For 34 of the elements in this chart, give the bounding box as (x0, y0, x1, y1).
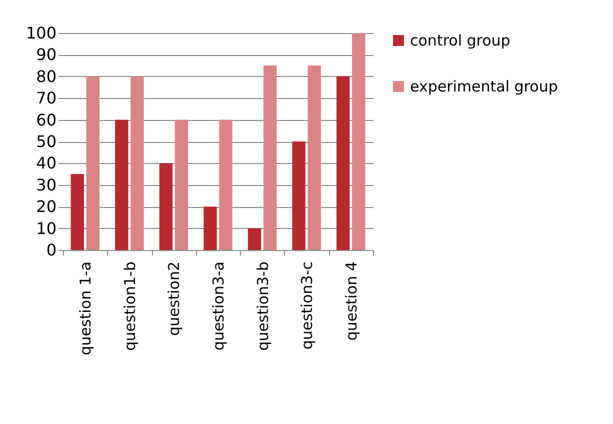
y-tick-label: 60 (36, 110, 56, 130)
bar (308, 66, 321, 250)
bar (248, 228, 262, 250)
y-tick-label: 90 (36, 45, 56, 64)
bar (174, 120, 188, 250)
y-tick-label: 30 (36, 175, 56, 194)
legend-label: control group (410, 32, 510, 50)
y-tick-label: 70 (36, 88, 56, 108)
bar (263, 66, 277, 250)
y-tick-label: 10 (36, 218, 56, 238)
bar (204, 206, 217, 250)
x-tick-label: question3-b (254, 262, 272, 351)
legend-label: experimental group (410, 78, 558, 96)
bar (115, 120, 128, 250)
bar (292, 142, 306, 250)
bar (219, 120, 232, 250)
x-tick-label: question3-a (210, 262, 228, 350)
y-tick-label: 20 (36, 197, 56, 216)
y-tick-label: 50 (36, 132, 56, 151)
bar (86, 76, 100, 250)
y-tick-label: 0 (46, 240, 56, 260)
bar (336, 76, 350, 250)
bar (130, 76, 144, 250)
bar (70, 174, 84, 250)
y-tick-label: 40 (36, 154, 56, 173)
y-tick-label: 80 (36, 66, 56, 86)
x-tick-label: question2 (165, 262, 184, 336)
bar (159, 163, 173, 250)
y-tick-label: 100 (26, 24, 56, 42)
x-tick-label: question 1-a (76, 262, 95, 356)
bar (352, 33, 366, 250)
x-tick-label: question1-b (120, 262, 139, 351)
x-tick-label: question3-c (298, 262, 316, 350)
x-tick-label: question 4 (342, 262, 360, 341)
